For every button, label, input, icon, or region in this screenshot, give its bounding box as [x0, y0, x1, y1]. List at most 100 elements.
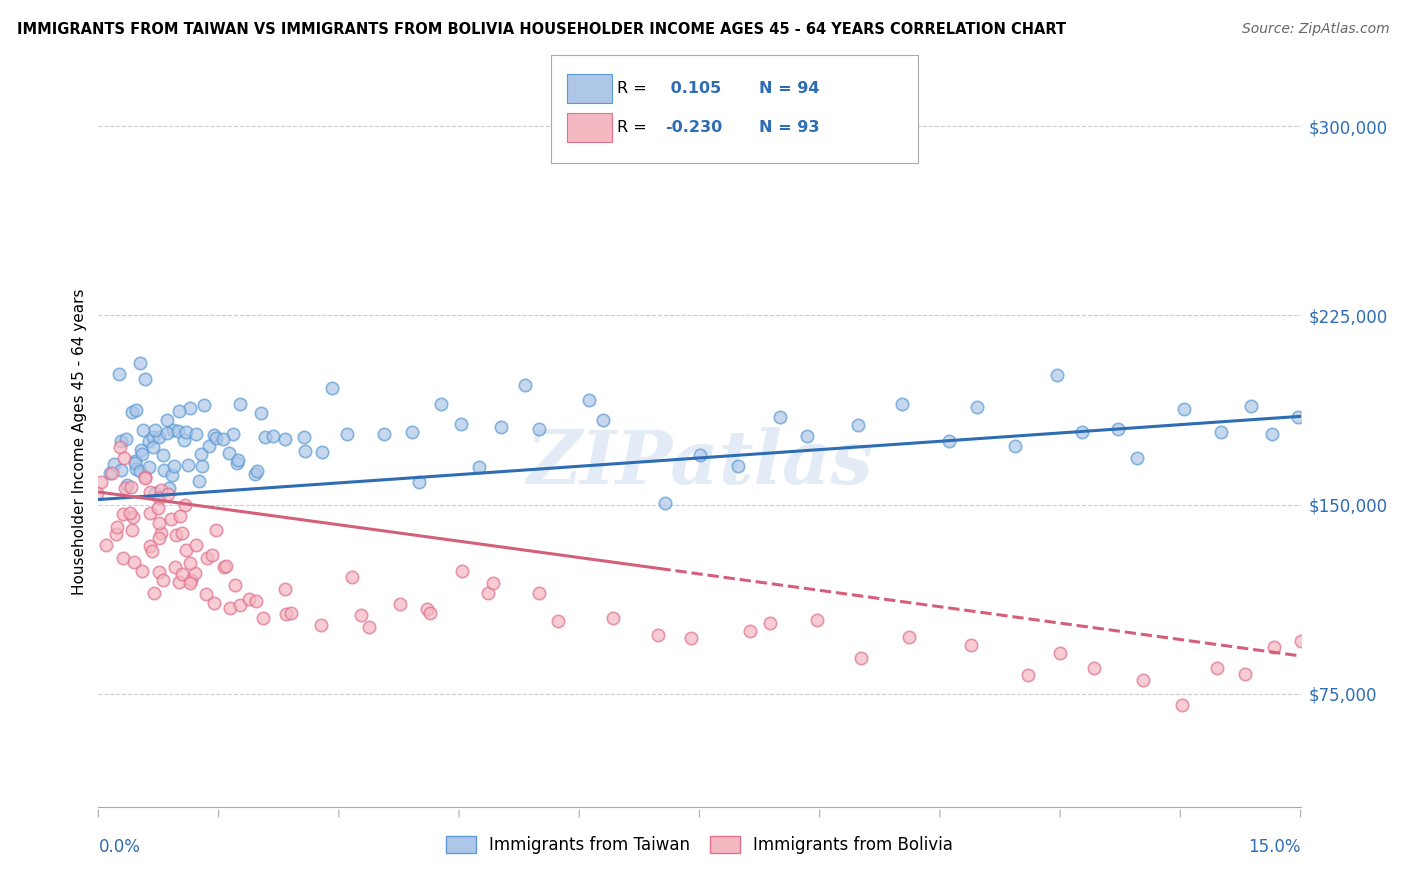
Point: [527, 422, 550, 436]
Point: [132, 423, 155, 437]
Point: [138, 460, 160, 475]
Point: [124, 462, 146, 476]
Point: [219, 600, 242, 615]
Point: [292, 430, 315, 444]
Point: [205, 524, 228, 538]
Point: [202, 428, 225, 442]
Point: [1233, 666, 1256, 681]
Point: [966, 400, 988, 414]
Point: [450, 417, 472, 431]
Point: [134, 470, 156, 484]
Point: [430, 397, 453, 411]
Point: [124, 403, 146, 417]
Point: [959, 639, 981, 653]
Point: [139, 484, 162, 499]
Point: [654, 496, 676, 510]
Point: [373, 427, 395, 442]
Point: [105, 519, 128, 533]
Point: [163, 560, 186, 574]
Point: [117, 477, 139, 491]
Point: [174, 498, 197, 512]
Point: [727, 459, 749, 474]
Point: [112, 507, 135, 521]
Point: [806, 613, 828, 627]
Point: [1170, 698, 1192, 713]
Point: [121, 523, 143, 537]
Point: [224, 578, 246, 592]
Point: [1261, 427, 1284, 442]
Text: -0.230: -0.230: [665, 120, 723, 135]
Point: [451, 564, 474, 578]
Point: [1049, 646, 1071, 660]
Legend: Immigrants from Taiwan, Immigrants from Bolivia: Immigrants from Taiwan, Immigrants from …: [439, 830, 960, 861]
Text: N = 93: N = 93: [759, 120, 820, 135]
Point: [342, 570, 364, 584]
Point: [197, 439, 219, 453]
Point: [482, 575, 505, 590]
Point: [350, 607, 373, 622]
Point: [1126, 450, 1149, 465]
Point: [148, 430, 170, 444]
Point: [131, 447, 153, 461]
Point: [121, 510, 143, 524]
Point: [115, 432, 138, 446]
Point: [204, 431, 226, 445]
Point: [108, 440, 131, 454]
Point: [468, 459, 491, 474]
Point: [122, 555, 145, 569]
Point: [138, 434, 160, 448]
Point: [86, 486, 108, 500]
Point: [602, 611, 624, 625]
Point: [218, 446, 240, 460]
Point: [143, 485, 166, 500]
Point: [139, 539, 162, 553]
Point: [891, 397, 914, 411]
Point: [118, 506, 141, 520]
Point: [150, 526, 173, 541]
Point: [201, 548, 224, 562]
Point: [148, 565, 170, 579]
Point: [170, 526, 193, 541]
Point: [157, 481, 180, 495]
Point: [253, 430, 276, 444]
Point: [513, 377, 536, 392]
Point: [162, 423, 184, 437]
Point: [274, 607, 297, 622]
Point: [180, 573, 202, 587]
Point: [195, 551, 218, 566]
Point: [689, 448, 711, 462]
Point: [121, 405, 143, 419]
Point: [212, 559, 235, 574]
Point: [112, 551, 135, 566]
Point: [1288, 410, 1310, 425]
Point: [120, 480, 142, 494]
Point: [129, 464, 152, 478]
Point: [193, 399, 215, 413]
Point: [129, 355, 152, 369]
Point: [1263, 640, 1285, 654]
Point: [124, 456, 146, 470]
Point: [759, 615, 782, 630]
Point: [491, 420, 513, 434]
Point: [148, 491, 170, 505]
Point: [1046, 368, 1069, 383]
Text: ZIPatlas: ZIPatlas: [526, 427, 873, 500]
Text: 0.105: 0.105: [665, 81, 721, 95]
Point: [202, 596, 225, 610]
Point: [359, 620, 381, 634]
Point: [179, 556, 201, 570]
Point: [592, 413, 614, 427]
Point: [112, 450, 135, 465]
Point: [163, 458, 186, 473]
Point: [416, 601, 439, 615]
Point: [146, 500, 169, 515]
Point: [1071, 425, 1094, 439]
Point: [149, 483, 172, 498]
Point: [167, 575, 190, 590]
Point: [104, 527, 127, 541]
Point: [1209, 425, 1232, 440]
Point: [1004, 438, 1026, 452]
Point: [309, 618, 332, 632]
Point: [738, 624, 761, 638]
Point: [294, 443, 316, 458]
